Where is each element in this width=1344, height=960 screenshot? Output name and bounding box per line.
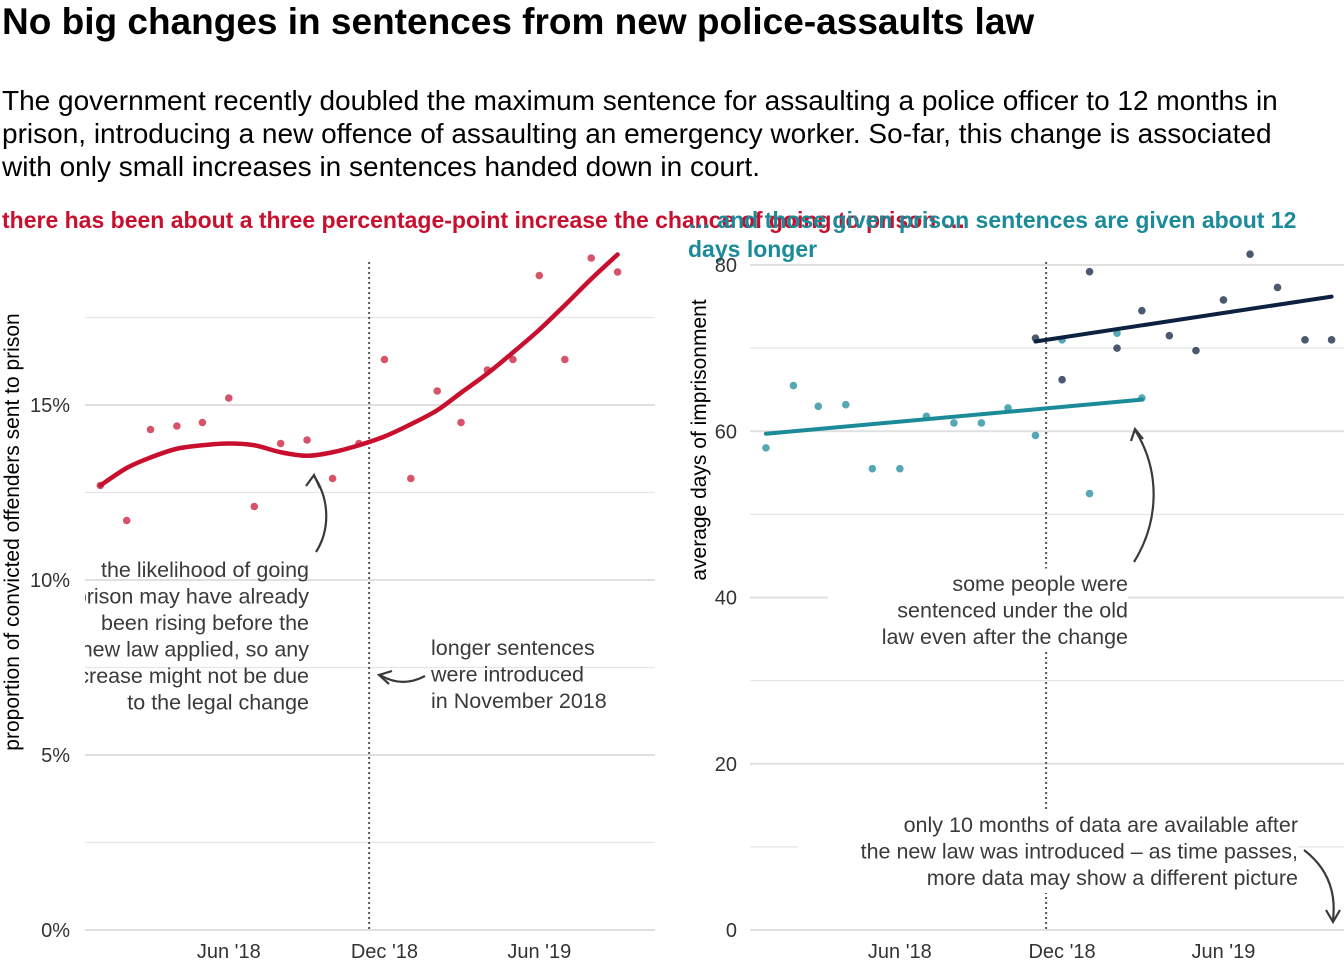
data-point-before bbox=[950, 419, 958, 427]
data-point bbox=[380, 355, 389, 364]
trend-line-before bbox=[763, 397, 1144, 436]
x-tick-label: Jun '19 bbox=[1191, 941, 1255, 960]
y-tick-label: 5% bbox=[41, 745, 70, 767]
left-panel-heading: there has been about a three percentage-… bbox=[2, 207, 966, 233]
data-point-after bbox=[1301, 336, 1309, 344]
right-panel-heading: … and those given prison sentences are g… bbox=[688, 207, 1297, 262]
annotation-limited-data-background bbox=[798, 809, 1298, 893]
annotation-longer-sentences-line: were introduced bbox=[430, 663, 584, 687]
data-point bbox=[276, 439, 285, 448]
annotation-prison-rising-line: to the legal change bbox=[127, 691, 309, 715]
annotation-prison-rising-line: increase might not be due bbox=[62, 664, 309, 688]
x-tick-label: Jun '18 bbox=[197, 941, 261, 960]
data-point bbox=[198, 418, 207, 427]
data-point-before bbox=[977, 419, 986, 427]
x-tick-label: Dec '18 bbox=[1028, 941, 1095, 960]
data-point-before bbox=[1031, 431, 1040, 440]
data-point bbox=[535, 271, 544, 280]
data-point-after bbox=[1219, 296, 1228, 304]
y-tick-label: 40 bbox=[715, 588, 737, 610]
data-point-after bbox=[1192, 346, 1200, 355]
annotation-longer-sentences: longer sentences were introduced in Novemb… bbox=[430, 636, 607, 713]
x-tick-label: Jun '19 bbox=[507, 941, 571, 960]
data-point-after bbox=[1138, 306, 1146, 315]
data-point-before bbox=[789, 381, 798, 390]
data-point-after bbox=[1085, 267, 1094, 276]
data-point bbox=[224, 394, 233, 402]
annotation-longer-sentences-line: in November 2018 bbox=[431, 689, 607, 713]
data-point bbox=[328, 474, 337, 483]
data-point-after bbox=[1246, 250, 1254, 258]
y-tick-label: 15% bbox=[30, 395, 70, 417]
chart-title: No big changes in sentences from new pol… bbox=[2, 1, 1035, 42]
annotation-arrow-curve bbox=[1303, 849, 1335, 921]
y-tick-label: 60 bbox=[715, 421, 737, 443]
annotation-old-law-line: law even after the change bbox=[882, 625, 1128, 649]
y-axis-label: average days of imprisonment bbox=[688, 299, 711, 580]
y-tick-label: 0 bbox=[726, 920, 737, 942]
data-point bbox=[509, 355, 517, 364]
data-point-after bbox=[1165, 331, 1174, 340]
data-point bbox=[146, 425, 155, 434]
x-tick-label: Jun '18 bbox=[868, 941, 932, 960]
x-tick-label: Dec '18 bbox=[351, 941, 418, 960]
data-point-before bbox=[814, 402, 823, 411]
annotation-prison-rising: the likelihood of going to prison may hav… bbox=[51, 558, 309, 715]
data-point bbox=[561, 355, 569, 364]
data-point-before bbox=[868, 464, 877, 473]
data-point-after bbox=[1273, 283, 1282, 292]
y-tick-label: 10% bbox=[30, 570, 70, 592]
annotation-arrowhead bbox=[1129, 426, 1144, 442]
annotation-prison-rising-line: been rising before the bbox=[101, 611, 309, 635]
annotation-longer-sentences-line: longer sentences bbox=[431, 636, 595, 660]
y-axis-label: proportion of convicted offenders sent t… bbox=[1, 313, 24, 750]
data-point-before bbox=[1085, 489, 1094, 498]
data-point bbox=[407, 474, 415, 483]
data-point-before bbox=[896, 464, 904, 473]
annotation-prison-rising-line: new law applied, so any bbox=[81, 638, 310, 662]
annotation-prison-rising-line: to prison may have already bbox=[51, 585, 309, 609]
annotation-limited-data-line: more data may show a different picture bbox=[927, 866, 1298, 890]
annotation-old-law: some people were sentenced under the old l… bbox=[882, 572, 1128, 649]
data-point bbox=[122, 516, 131, 525]
annotation-old-law-background bbox=[828, 568, 1128, 652]
data-point bbox=[250, 502, 259, 511]
annotation-arrowhead bbox=[305, 472, 321, 489]
y-tick-label: 20 bbox=[715, 754, 737, 776]
data-point bbox=[457, 418, 465, 427]
annotation-limited-data: only 10 months of data are available aft… bbox=[861, 813, 1298, 890]
annotation-limited-data-line: only 10 months of data are available aft… bbox=[904, 813, 1298, 837]
data-point-after bbox=[1113, 344, 1121, 352]
data-point-before bbox=[762, 444, 770, 452]
data-point-after bbox=[1058, 375, 1066, 384]
annotation-arrowhead bbox=[1325, 909, 1341, 925]
annotation-arrow-curve bbox=[1133, 429, 1155, 563]
trend-line-after bbox=[1033, 294, 1334, 344]
smoothed-trend-line bbox=[98, 252, 620, 488]
y-tick-label: 80 bbox=[715, 255, 737, 277]
chart-subtitle: The government recently doubled the maxi… bbox=[2, 85, 1278, 182]
annotation-prison-rising-line: the likelihood of going bbox=[101, 558, 309, 582]
data-point bbox=[613, 268, 622, 276]
y-tick-label: 0% bbox=[41, 920, 70, 942]
data-point-after bbox=[1327, 336, 1336, 344]
data-point bbox=[173, 422, 181, 430]
annotation-old-law-line: sentenced under the old bbox=[897, 599, 1128, 623]
data-point bbox=[303, 436, 311, 444]
annotation-arrow-curve bbox=[379, 674, 426, 683]
annotation-arrowhead bbox=[376, 669, 393, 685]
data-point bbox=[433, 387, 442, 395]
data-point-before bbox=[841, 400, 850, 409]
left-annotation-group: the likelihood of going to prison may hav… bbox=[51, 558, 309, 715]
annotation-limited-data-line: the new law was introduced – as time pas… bbox=[861, 840, 1298, 864]
data-point bbox=[587, 254, 595, 262]
annotation-old-law-line: some people were bbox=[952, 572, 1128, 596]
